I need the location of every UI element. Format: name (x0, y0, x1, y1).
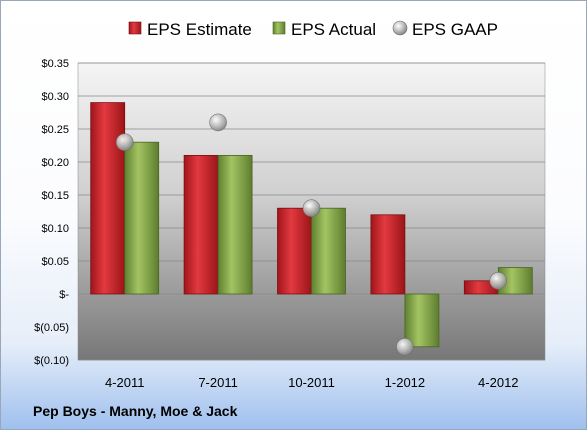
y-tick-label: $0.20 (41, 157, 69, 169)
legend-swatch-eps-estimate (128, 21, 142, 35)
legend-label: EPS Actual (291, 20, 376, 39)
x-category-label: 10-2011 (288, 375, 335, 390)
x-axis-categories: 4-2011 7-2011 10-2011 1-2012 4-2012 (105, 375, 519, 390)
marker-eps-gaap (489, 271, 508, 290)
y-tick-label: $- (59, 289, 69, 301)
gaap-markers (115, 113, 508, 356)
x-category-label: 4-2011 (105, 375, 145, 390)
gridlines (78, 62, 545, 361)
y-tick-label: $(0.05) (34, 322, 69, 334)
legend: EPS Estimate EPS Actual EPS GAAP (128, 20, 498, 39)
x-category-label: 1-2012 (385, 375, 425, 390)
bar-eps-actual (217, 154, 253, 295)
x-category-label: 7-2011 (198, 375, 238, 390)
chart-footer-title: Pep Boys - Manny, Moe & Jack (33, 403, 238, 419)
y-tick-label: $0.35 (41, 58, 69, 70)
legend-swatch-eps-actual (272, 21, 286, 35)
y-tick-label: $0.30 (41, 91, 69, 103)
marker-eps-gaap (115, 133, 134, 151)
marker-eps-gaap (209, 113, 227, 132)
y-tick-label: $0.05 (41, 256, 69, 268)
bars (90, 102, 533, 348)
legend-label: EPS Estimate (147, 20, 252, 39)
legend-label: EPS GAAP (412, 20, 498, 39)
x-category-label: 4-2012 (478, 375, 518, 390)
y-tick-label: $0.25 (41, 124, 69, 136)
y-tick-label: $0.15 (41, 190, 69, 202)
bar-eps-actual (311, 207, 346, 295)
bar-eps-actual (404, 293, 440, 348)
bar-eps-estimate (90, 102, 126, 295)
y-tick-label: $0.10 (41, 223, 69, 235)
bar-eps-estimate (183, 154, 219, 295)
legend-swatch-eps-gaap (392, 20, 408, 36)
y-tick-label: $(0.10) (34, 355, 69, 367)
y-axis-ticks: $0.35 $0.30 $0.25 $0.20 $0.15 $0.10 $0.05 $- $(0… (34, 58, 69, 367)
marker-eps-gaap (302, 199, 321, 217)
bar-eps-estimate (370, 214, 406, 295)
marker-eps-gaap (396, 337, 414, 356)
bar-eps-actual (124, 141, 160, 295)
bar-eps-estimate (277, 207, 312, 295)
